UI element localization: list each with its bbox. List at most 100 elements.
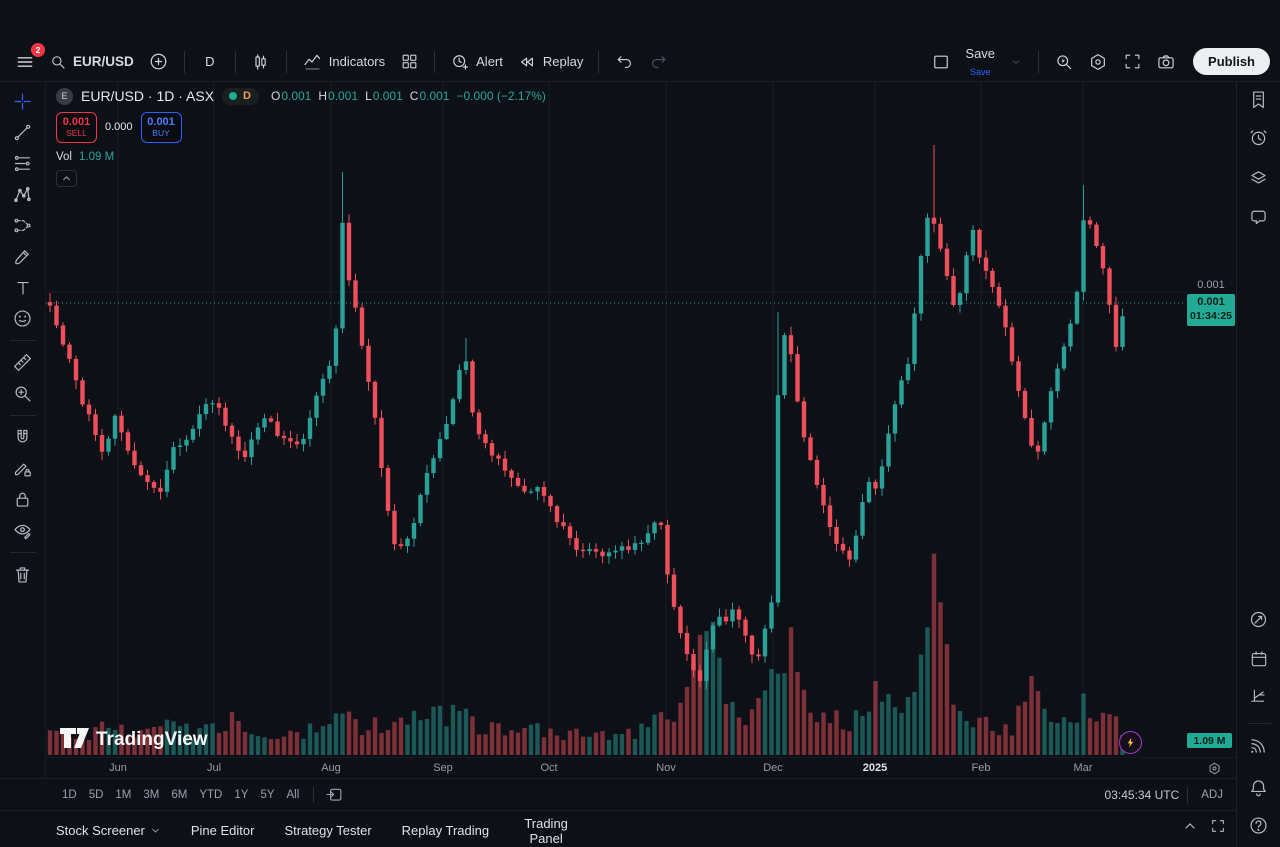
chevron-down-icon	[1009, 55, 1023, 69]
publish-button[interactable]: Publish	[1193, 48, 1270, 75]
sidebar-alerts-button[interactable]	[1244, 124, 1274, 154]
drawing-lock-icon[interactable]	[8, 454, 38, 483]
emoji-icon[interactable]	[8, 304, 38, 333]
chart-style-icon	[251, 52, 271, 72]
sidebar-screener-button[interactable]	[1244, 606, 1274, 636]
divider	[234, 50, 236, 73]
undo-button[interactable]	[609, 47, 639, 77]
sell-button[interactable]: 0.001 SELL	[56, 112, 97, 143]
collapse-legend-button[interactable]	[56, 170, 77, 187]
interval-button[interactable]: D	[205, 54, 215, 69]
divider	[9, 415, 36, 416]
calendar-icon	[1249, 649, 1269, 672]
axis-settings-gear-icon[interactable]	[1207, 761, 1222, 779]
status-dot-icon	[229, 92, 238, 100]
tab-pine-editor[interactable]: Pine Editor	[190, 823, 255, 838]
broadcast-icon	[1248, 735, 1269, 759]
indicator-templates-button[interactable]	[394, 47, 424, 77]
chart-canvas[interactable]: TradingView	[46, 82, 1186, 757]
sidebar-watchlist-button[interactable]	[1244, 86, 1274, 116]
sell-price: 0.001	[62, 116, 91, 129]
range-1m-button[interactable]: 1M	[115, 788, 132, 801]
range-1d-button[interactable]: 1D	[62, 788, 77, 801]
buy-button[interactable]: 0.001 BUY	[140, 112, 182, 143]
undo-icon	[615, 52, 634, 71]
tab-replay-trading[interactable]: Replay Trading	[401, 823, 490, 838]
time-axis[interactable]: Jun Jul Aug Sep Oct Nov Dec 2025 Feb Mar	[46, 757, 1236, 778]
magnet-icon[interactable]	[8, 423, 38, 452]
axis-chart-icon	[1249, 687, 1269, 710]
price-axis[interactable]: 0.001 0.001 01:34:25 1.09 M	[1186, 82, 1236, 757]
snapshot-button[interactable]	[1151, 47, 1181, 77]
sidebar-help-button[interactable]	[1244, 812, 1274, 842]
zoom-in-icon[interactable]	[8, 379, 38, 408]
divider	[1038, 50, 1040, 73]
range-1y-button[interactable]: 1Y	[234, 788, 249, 801]
forecast-icon[interactable]	[8, 211, 38, 240]
camera-icon	[1156, 52, 1176, 72]
sidebar-data-window-button[interactable]	[1244, 683, 1274, 713]
range-3m-button[interactable]: 3M	[143, 788, 160, 801]
maximize-panel-icon[interactable]	[1210, 818, 1226, 834]
bar-replay-icon	[517, 52, 537, 72]
market-status-toggle[interactable]: D	[222, 87, 259, 105]
range-6m-button[interactable]: 6M	[171, 788, 188, 801]
quick-search-button[interactable]	[1049, 47, 1079, 77]
chart-style-button[interactable]	[246, 47, 276, 77]
xabcd-pattern-icon[interactable]	[8, 180, 38, 209]
compare-add-symbol-icon	[148, 51, 169, 72]
exchange-badge: E	[56, 87, 73, 105]
hide-drawings-icon[interactable]	[8, 516, 38, 545]
brush-icon[interactable]	[8, 242, 38, 271]
bar-replay-button[interactable]: Replay	[512, 47, 588, 77]
layout-select-button[interactable]	[926, 47, 956, 77]
time-axis-tick: Sep	[433, 762, 453, 774]
tab-trading-panel[interactable]: Trading Panel	[524, 815, 568, 846]
redo-button[interactable]	[643, 47, 673, 77]
top-toolbar-right: Save Save Publish	[926, 47, 1270, 77]
tab-strategy-tester[interactable]: Strategy Tester	[284, 823, 372, 838]
instant-trading-button[interactable]	[1119, 731, 1142, 754]
fib-retracement-icon[interactable]	[8, 149, 38, 178]
range-ytd-button[interactable]: YTD	[199, 788, 223, 801]
sidebar-chat-button[interactable]	[1244, 203, 1274, 233]
time-axis-tick: Mar	[1073, 762, 1093, 774]
expand-panel-chevron-icon[interactable]	[1182, 818, 1198, 834]
save-layout-button[interactable]: Save Save	[965, 45, 996, 77]
adj-toggle[interactable]: ADJ	[1201, 788, 1223, 801]
indicators-button[interactable]: Indicators	[297, 47, 390, 77]
divider	[183, 50, 185, 73]
sidebar-calendar-button[interactable]	[1244, 645, 1274, 675]
crosshair-icon[interactable]	[8, 87, 38, 116]
save-menu-chevron[interactable]	[1004, 47, 1028, 77]
trend-line-icon[interactable]	[8, 118, 38, 147]
main-menu-button[interactable]: 2	[10, 42, 45, 77]
lock-all-icon[interactable]	[8, 485, 38, 514]
chevron-up-icon	[63, 176, 70, 181]
top-toolbar: 2 EUR/USD D Indicators Alert Replay Save Save P…	[0, 42, 1280, 82]
redo-icon	[649, 52, 668, 71]
tab-stock-screener[interactable]: Stock Screener	[56, 823, 161, 838]
sidebar-notifications-button[interactable]	[1244, 774, 1274, 804]
sidebar-object-tree-button[interactable]	[1244, 164, 1274, 194]
indicator-templates-icon	[400, 52, 419, 71]
clock-utc[interactable]: 03:45:34 UTC	[1104, 787, 1180, 802]
symbol-title[interactable]: EUR/USD · 1D · ASX	[81, 88, 215, 104]
target-arrow-icon	[1248, 609, 1269, 633]
buy-price: 0.001	[147, 116, 175, 129]
sidebar-streams-button[interactable]	[1244, 732, 1274, 762]
range-all-button[interactable]: All	[286, 788, 300, 801]
range-5y-button[interactable]: 5Y	[260, 788, 275, 801]
chart-settings-button[interactable]	[1083, 47, 1113, 77]
go-to-date-button[interactable]	[322, 783, 346, 807]
compare-add-symbol-button[interactable]	[143, 47, 174, 77]
symbol-search-button[interactable]: EUR/USD	[44, 47, 139, 77]
chart-pane: TradingView E EUR/USD · 1D · ASX D O0.00…	[46, 82, 1186, 757]
create-alert-button[interactable]: Alert	[445, 47, 508, 77]
text-icon[interactable]	[8, 273, 38, 302]
delayed-data-letter: D	[243, 90, 251, 102]
fullscreen-button[interactable]	[1117, 47, 1147, 77]
ruler-icon[interactable]	[8, 348, 38, 377]
range-5d-button[interactable]: 5D	[88, 788, 104, 801]
remove-objects-icon[interactable]	[8, 560, 38, 589]
